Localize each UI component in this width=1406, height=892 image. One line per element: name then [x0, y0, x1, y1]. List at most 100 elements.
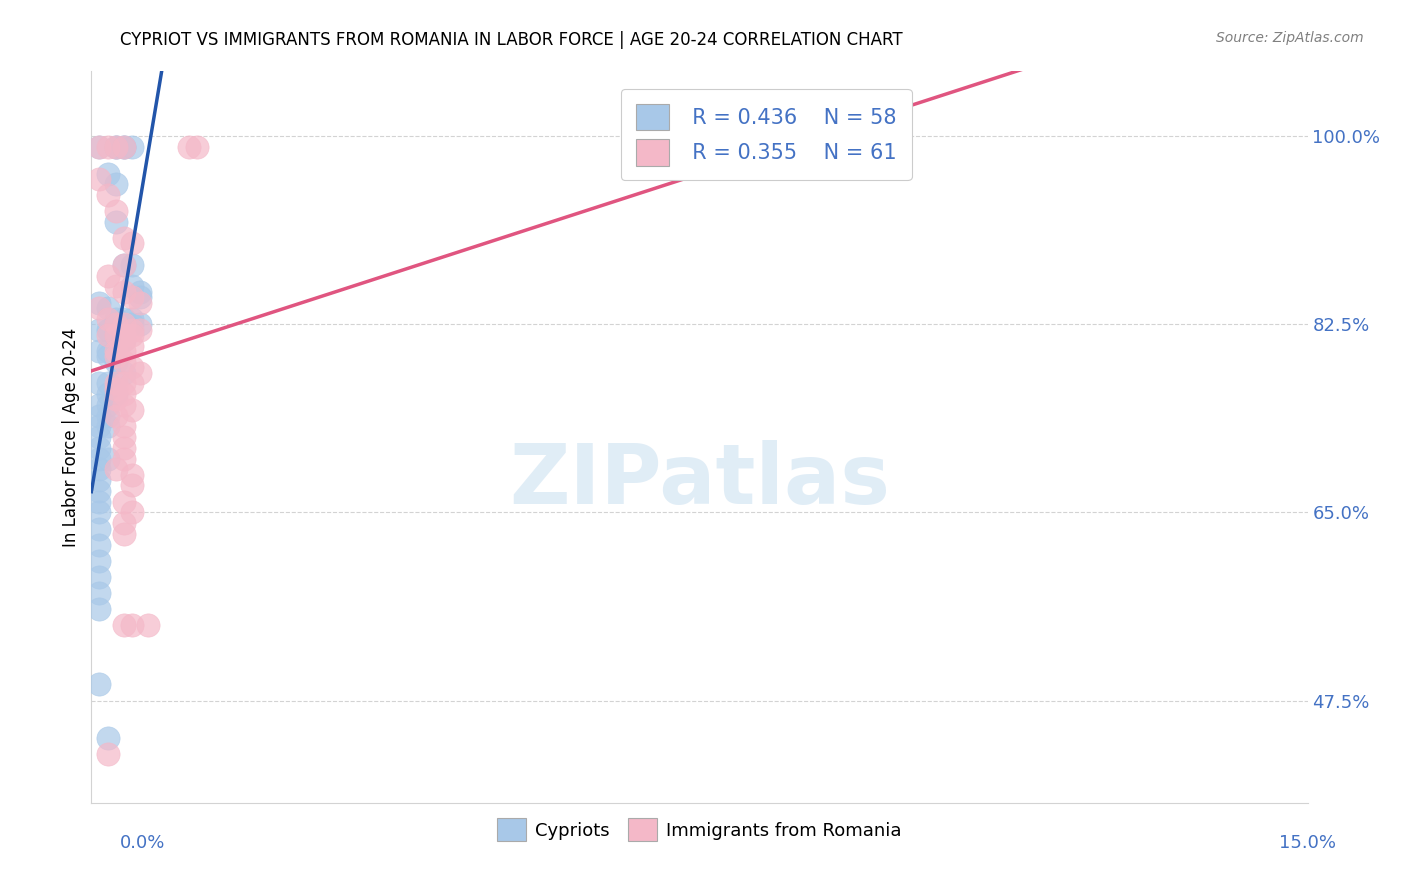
Point: [89, 538, 111, 552]
Point: [89, 554, 111, 568]
Point: [121, 618, 143, 632]
Point: [97, 311, 120, 326]
Point: [89, 139, 111, 153]
Point: [112, 419, 135, 434]
Point: [129, 322, 152, 336]
Point: [186, 139, 208, 153]
Point: [121, 139, 143, 153]
Point: [112, 285, 135, 299]
Point: [104, 376, 127, 391]
Point: [89, 441, 111, 455]
Point: [112, 618, 135, 632]
Point: [112, 139, 135, 153]
Point: [104, 139, 127, 153]
Point: [89, 483, 111, 498]
Point: [121, 317, 143, 331]
Point: [177, 139, 200, 153]
Point: [121, 327, 143, 342]
Point: [89, 505, 111, 519]
Point: [112, 327, 135, 342]
Point: [112, 311, 135, 326]
Point: [121, 258, 143, 272]
Text: Source: ZipAtlas.com: Source: ZipAtlas.com: [1216, 31, 1364, 45]
Point: [89, 570, 111, 584]
Point: [121, 279, 143, 293]
Point: [89, 419, 111, 434]
Point: [104, 344, 127, 359]
Point: [104, 462, 127, 476]
Point: [97, 188, 120, 202]
Point: [89, 451, 111, 466]
Point: [89, 602, 111, 616]
Point: [112, 258, 135, 272]
Text: CYPRIOT VS IMMIGRANTS FROM ROMANIA IN LABOR FORCE | AGE 20-24 CORRELATION CHART: CYPRIOT VS IMMIGRANTS FROM ROMANIA IN LA…: [120, 31, 903, 49]
Point: [112, 355, 135, 369]
Point: [112, 398, 135, 412]
Point: [121, 478, 143, 492]
Point: [104, 350, 127, 364]
Point: [97, 451, 120, 466]
Point: [129, 366, 152, 380]
Point: [97, 327, 120, 342]
Point: [112, 430, 135, 444]
Point: [104, 204, 127, 219]
Point: [121, 338, 143, 352]
Point: [112, 387, 135, 401]
Point: [104, 322, 127, 336]
Point: [129, 317, 152, 331]
Point: [89, 301, 111, 315]
Point: [89, 586, 111, 600]
Point: [129, 285, 152, 299]
Point: [112, 333, 135, 347]
Point: [89, 521, 111, 535]
Point: [97, 139, 120, 153]
Point: [97, 376, 120, 391]
Point: [112, 344, 135, 359]
Point: [112, 231, 135, 245]
Point: [89, 409, 111, 423]
Point: [112, 317, 135, 331]
Point: [97, 387, 120, 401]
Text: 15.0%: 15.0%: [1278, 834, 1336, 852]
Point: [89, 430, 111, 444]
Point: [104, 139, 127, 153]
Point: [104, 409, 127, 423]
Point: [97, 419, 120, 434]
Legend: Cypriots, Immigrants from Romania: Cypriots, Immigrants from Romania: [491, 811, 908, 848]
Point: [104, 178, 127, 192]
Point: [104, 382, 127, 396]
Point: [112, 139, 135, 153]
Point: [104, 215, 127, 229]
Point: [97, 409, 120, 423]
Point: [97, 344, 120, 359]
Point: [112, 333, 135, 347]
Y-axis label: In Labor Force | Age 20-24: In Labor Force | Age 20-24: [62, 327, 80, 547]
Text: 0.0%: 0.0%: [120, 834, 165, 852]
Point: [97, 268, 120, 283]
Point: [97, 322, 120, 336]
Point: [97, 167, 120, 181]
Point: [121, 236, 143, 251]
Point: [121, 322, 143, 336]
Point: [89, 139, 111, 153]
Text: ZIPatlas: ZIPatlas: [509, 441, 890, 522]
Point: [104, 327, 127, 342]
Point: [121, 467, 143, 482]
Point: [104, 355, 127, 369]
Point: [89, 677, 111, 691]
Point: [89, 344, 111, 359]
Point: [89, 398, 111, 412]
Point: [104, 392, 127, 407]
Point: [104, 279, 127, 293]
Point: [121, 290, 143, 304]
Point: [112, 451, 135, 466]
Point: [97, 747, 120, 762]
Point: [97, 398, 120, 412]
Point: [129, 295, 152, 310]
Point: [89, 376, 111, 391]
Point: [112, 139, 135, 153]
Point: [89, 295, 111, 310]
Point: [89, 462, 111, 476]
Point: [89, 494, 111, 508]
Point: [104, 139, 127, 153]
